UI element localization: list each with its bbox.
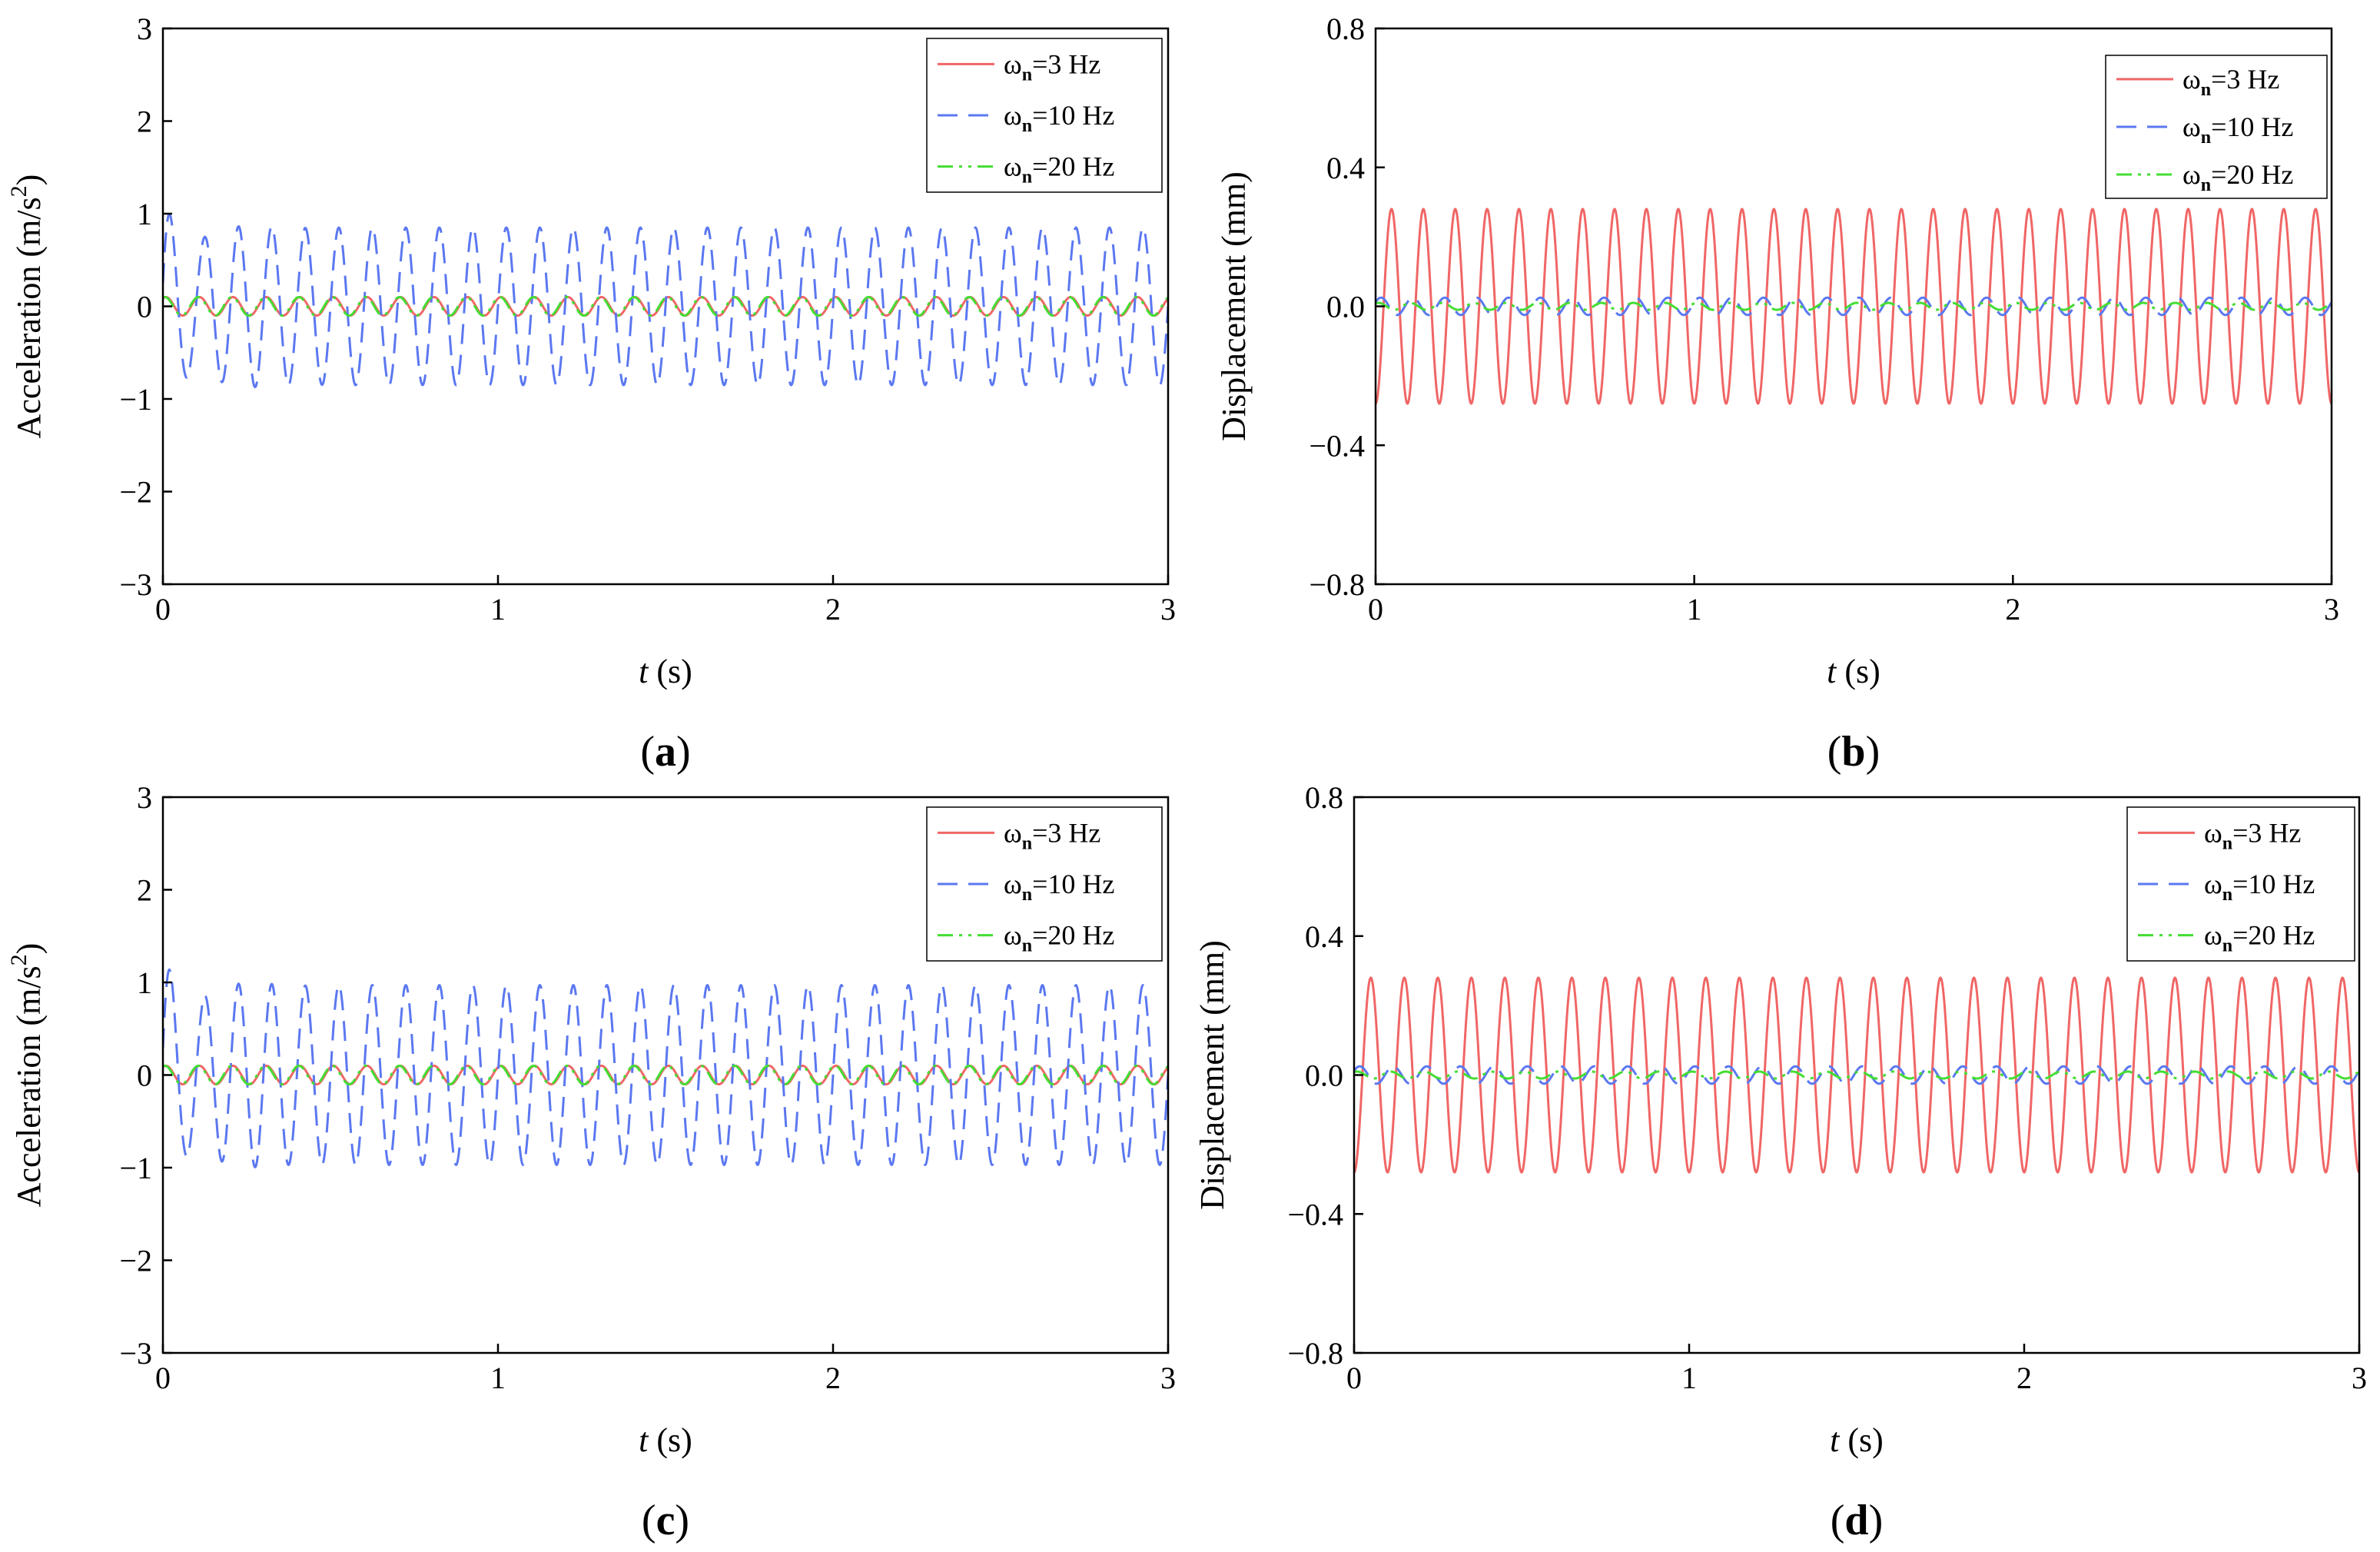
legend-label: ωn=20 Hz — [1004, 151, 1114, 188]
y-tick-label: −0.8 — [1287, 1336, 1343, 1371]
legend: ωn=3 Hz ωn=10 Hz ωn=20 Hz — [2105, 55, 2328, 199]
y-tick-label: 0.0 — [1326, 290, 1365, 324]
y-tick-label: 3 — [137, 780, 152, 815]
x-tick-label: 0 — [1368, 592, 1383, 626]
series-line--n-20-hz — [1376, 301, 2332, 311]
x-axis-title: t (s) — [1827, 653, 1880, 690]
legend-label: ωn=3 Hz — [1004, 817, 1100, 853]
y-axis-title: Displacement (mm) — [1193, 940, 1231, 1210]
x-tick-label: 2 — [825, 1361, 841, 1395]
y-tick-label: −2 — [119, 1244, 152, 1278]
x-axis-title: t (s) — [639, 1421, 692, 1459]
x-tick-label: 0 — [1346, 1361, 1362, 1395]
y-tick-label: 1 — [137, 197, 152, 231]
y-tick-label: −1 — [119, 1151, 152, 1185]
y-axis-title: Displacement (mm) — [1215, 171, 1253, 441]
y-tick-label: 0.8 — [1305, 780, 1343, 815]
x-axis-title: t (s) — [639, 653, 692, 690]
x-tick-label: 1 — [1687, 592, 1702, 626]
y-axis-title: Acceleration (m/s2) — [6, 174, 48, 439]
x-tick-label: 3 — [2352, 1361, 2367, 1395]
y-tick-label: 0 — [137, 1058, 152, 1093]
series-line--n-10-hz — [163, 212, 1168, 389]
y-tick-label: 3 — [137, 12, 152, 46]
y-tick-label: 0.4 — [1326, 151, 1365, 185]
y-tick-label: −3 — [119, 567, 152, 602]
legend-label: ωn=3 Hz — [2182, 64, 2279, 100]
legend-label: ωn=20 Hz — [1004, 920, 1114, 956]
panel-label: (c) — [642, 1497, 689, 1544]
series-line--n-20-hz — [163, 1064, 1168, 1086]
series-line--n-3-hz — [1354, 976, 2359, 1174]
y-tick-label: −1 — [119, 382, 152, 417]
x-tick-label: 2 — [2017, 1361, 2032, 1395]
legend-label: ωn=10 Hz — [2204, 869, 2315, 905]
x-tick-label: 3 — [1160, 1361, 1176, 1395]
chart-panel-c: 0 1 2 3 −3 −2 −1 0 1 2 3 t (s) Acceleration (m/s2) (c… — [6, 780, 1176, 1544]
plot-area — [163, 968, 1168, 1169]
legend: ωn=3 Hz ωn=10 Hz ωn=20 Hz — [2126, 806, 2355, 962]
plot-area — [1376, 208, 2332, 405]
x-tick-label: 3 — [2324, 592, 2339, 626]
y-tick-label: −3 — [119, 1336, 152, 1371]
chart-panel-a: 0 1 2 3 −3 −2 −1 0 1 2 3 t (s) Acceleration (m/s2) (a… — [6, 12, 1176, 776]
y-tick-label: 0.8 — [1326, 12, 1365, 46]
x-tick-label: 0 — [155, 1361, 171, 1395]
plot-area — [163, 212, 1168, 389]
y-tick-label: 2 — [137, 105, 152, 139]
x-tick-label: 1 — [1681, 1361, 1697, 1395]
series-line--n-3-hz — [1376, 208, 2332, 405]
y-tick-label: 1 — [137, 965, 152, 1000]
y-axis-title: Acceleration (m/s2) — [6, 943, 48, 1208]
y-tick-label: −0.4 — [1309, 428, 1365, 463]
y-tick-label: −0.8 — [1309, 567, 1365, 602]
x-tick-label: 0 — [155, 592, 171, 626]
legend-label: ωn=10 Hz — [1004, 100, 1114, 136]
y-tick-label: 0 — [137, 290, 152, 324]
y-tick-label: 0.4 — [1305, 919, 1343, 954]
y-tick-label: −2 — [119, 475, 152, 510]
legend-label: ωn=10 Hz — [2182, 111, 2293, 148]
legend-label: ωn=20 Hz — [2182, 159, 2293, 195]
legend-label: ωn=20 Hz — [2204, 920, 2315, 956]
x-tick-label: 2 — [2005, 592, 2020, 626]
legend-label: ωn=10 Hz — [1004, 869, 1114, 905]
y-tick-label: 0.0 — [1305, 1058, 1343, 1093]
series-line--n-10-hz — [163, 968, 1168, 1169]
chart-panel-b: 0 1 2 3 −0.8 −0.4 0.0 0.4 0.8 t (s) Displacement (… — [1215, 12, 2339, 776]
series-line--n-10-hz — [1354, 1065, 2359, 1085]
legend: ωn=3 Hz ωn=10 Hz ωn=20 Hz — [926, 38, 1163, 193]
legend-label: ωn=3 Hz — [2204, 817, 2301, 853]
series-line--n-10-hz — [1376, 296, 2332, 317]
panel-label: (d) — [1831, 1497, 1883, 1544]
y-tick-label: −0.4 — [1287, 1197, 1343, 1231]
panel-label: (b) — [1827, 728, 1880, 776]
series-line--n-20-hz — [1354, 1070, 2359, 1080]
panel-label: (a) — [640, 728, 690, 776]
plot-area — [1354, 976, 2359, 1174]
legend: ωn=3 Hz ωn=10 Hz ωn=20 Hz — [926, 806, 1163, 962]
chart-panel-d: 0 1 2 3 −0.8 −0.4 0.0 0.4 0.8 t (s) Displacement (… — [1193, 780, 2367, 1544]
series-line--n-20-hz — [163, 295, 1168, 317]
x-tick-label: 3 — [1160, 592, 1176, 626]
x-tick-label: 2 — [825, 592, 841, 626]
y-tick-label: 2 — [137, 873, 152, 908]
legend-label: ωn=3 Hz — [1004, 48, 1100, 85]
x-tick-label: 1 — [490, 1361, 506, 1395]
x-axis-title: t (s) — [1830, 1421, 1884, 1459]
x-tick-label: 1 — [490, 592, 506, 626]
